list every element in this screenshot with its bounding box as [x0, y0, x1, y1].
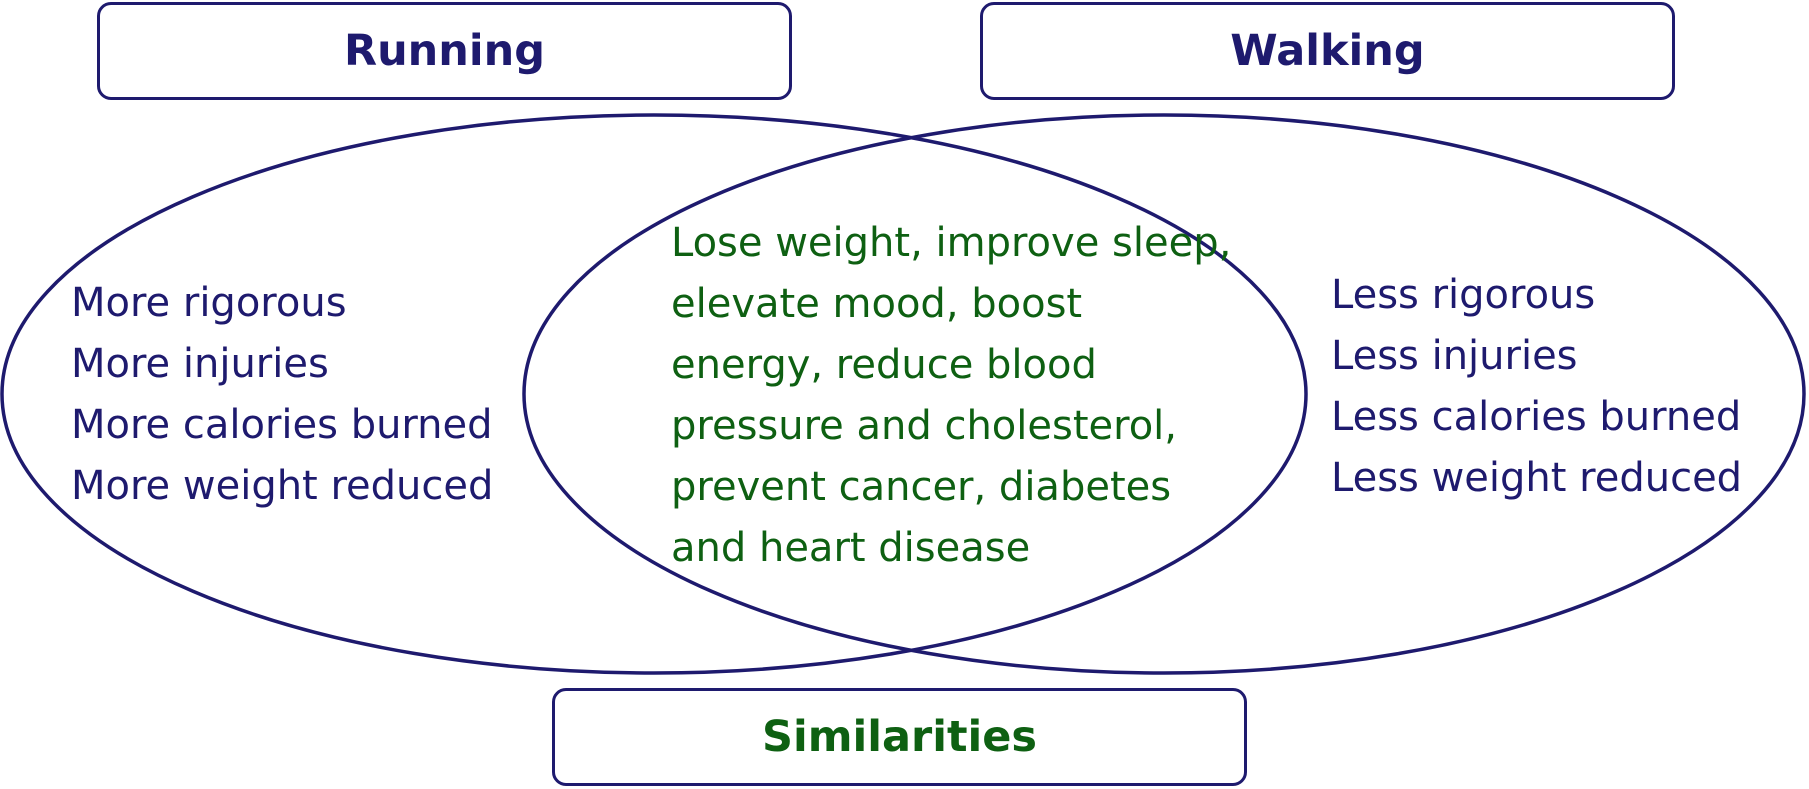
list-item: Less injuries: [1331, 333, 1578, 379]
similarities-title: Similarities: [761, 712, 1037, 762]
similarity-line: elevate mood, boost: [671, 281, 1083, 327]
list-item: More calories burned: [71, 402, 493, 448]
similarity-line: prevent cancer, diabetes: [671, 464, 1172, 510]
walking-label-box: Walking: [980, 2, 1675, 100]
list-item: More rigorous: [71, 280, 347, 326]
list-item: More weight reduced: [71, 463, 494, 509]
list-item: Less weight reduced: [1331, 455, 1743, 501]
similarities-text: Lose weight, improve sleep, elevate mood…: [671, 213, 1291, 579]
list-item: Less rigorous: [1331, 272, 1596, 318]
running-circle: [0, 113, 1308, 675]
list-item: More injuries: [71, 341, 329, 387]
similarity-line: pressure and cholesterol,: [671, 403, 1177, 449]
walking-title: Walking: [1230, 26, 1425, 76]
similarity-line: Lose weight, improve sleep,: [671, 220, 1232, 266]
similarity-line: and heart disease: [671, 525, 1031, 571]
similarities-label-box: Similarities: [552, 688, 1247, 786]
walking-circle: [522, 113, 1806, 675]
running-list: More rigorous More injuries More calorie…: [71, 273, 493, 517]
similarity-line: energy, reduce blood: [671, 342, 1097, 388]
running-label-box: Running: [97, 2, 792, 100]
list-item: Less calories burned: [1331, 394, 1742, 440]
running-title: Running: [343, 26, 546, 76]
walking-list: Less rigorous Less injuries Less calorie…: [1331, 265, 1742, 509]
